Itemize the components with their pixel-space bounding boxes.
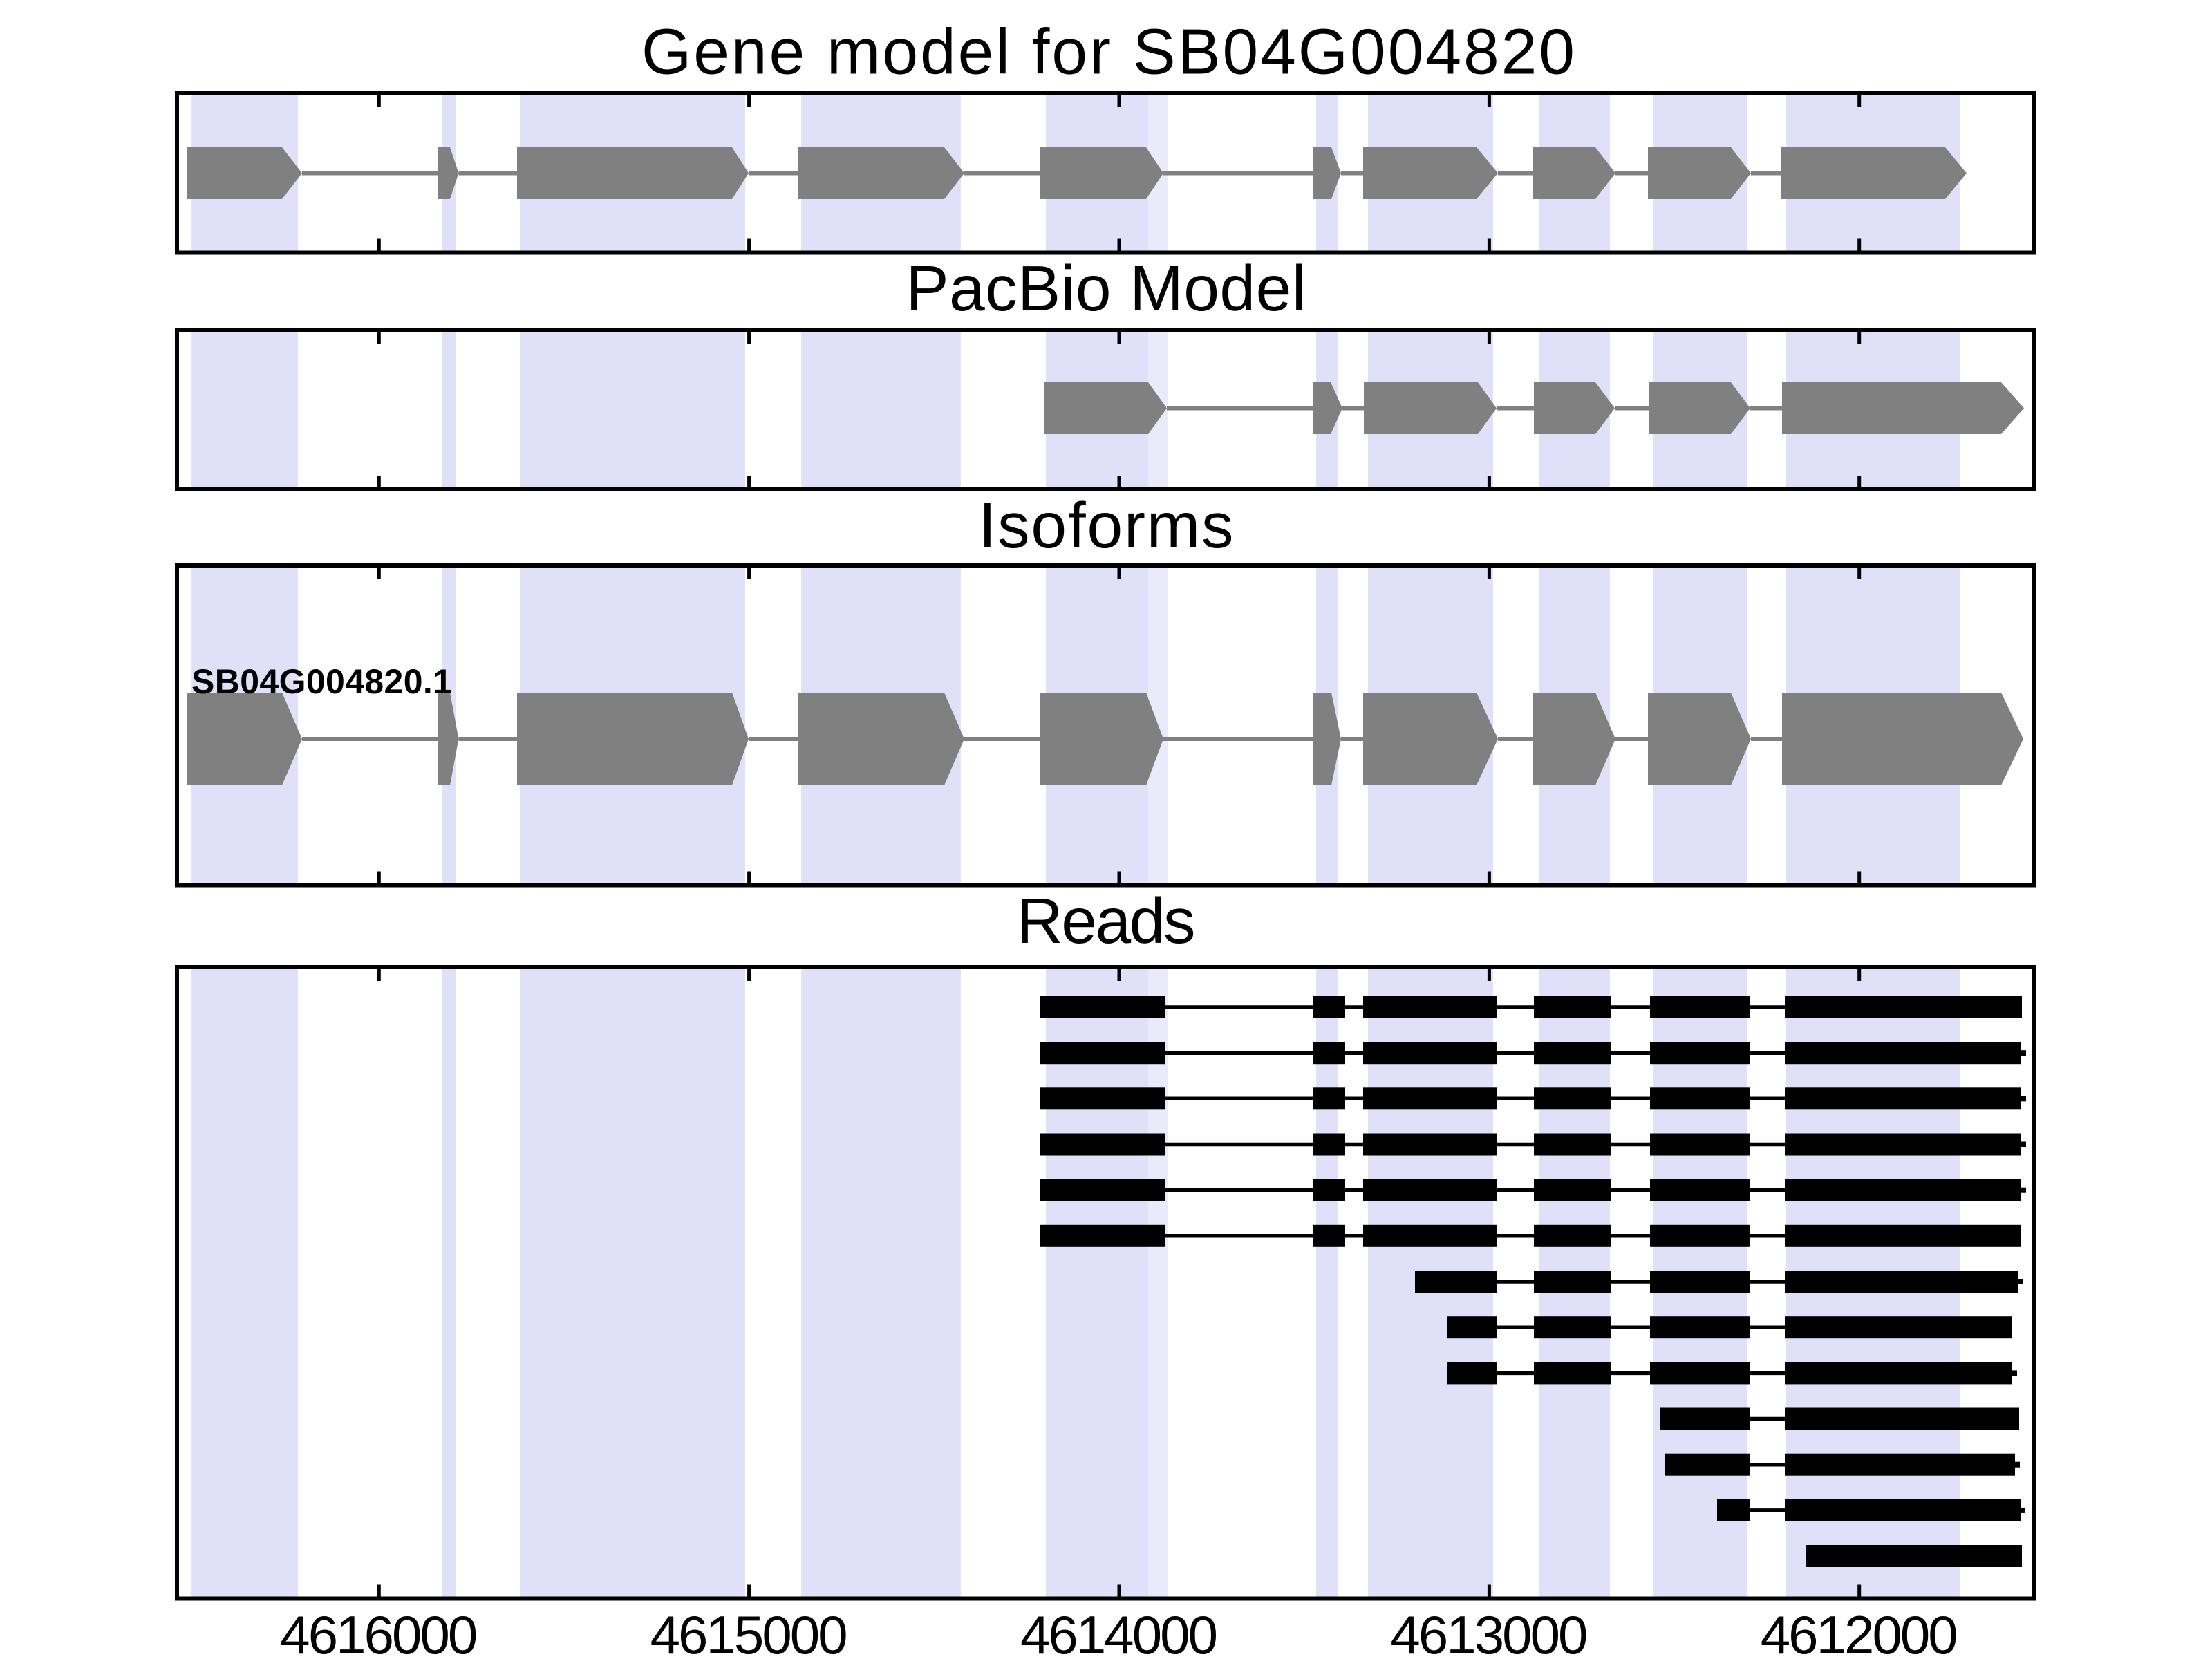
svg-text:4613000: 4613000 [1390, 1604, 1588, 1659]
svg-text:Reads: Reads [1017, 885, 1196, 957]
svg-text:SB04G004820.1: SB04G004820.1 [191, 662, 452, 701]
svg-text:4615000: 4615000 [650, 1604, 848, 1659]
svg-text:4616000: 4616000 [280, 1604, 478, 1659]
svg-text:Gene model for SB04G004820: Gene model for SB04G004820 [641, 16, 1575, 88]
svg-text:4614000: 4614000 [1020, 1604, 1218, 1659]
svg-text:4612000: 4612000 [1761, 1604, 1958, 1659]
svg-text:PacBio Model: PacBio Model [906, 252, 1306, 324]
svg-text:Isoforms: Isoforms [979, 489, 1234, 561]
